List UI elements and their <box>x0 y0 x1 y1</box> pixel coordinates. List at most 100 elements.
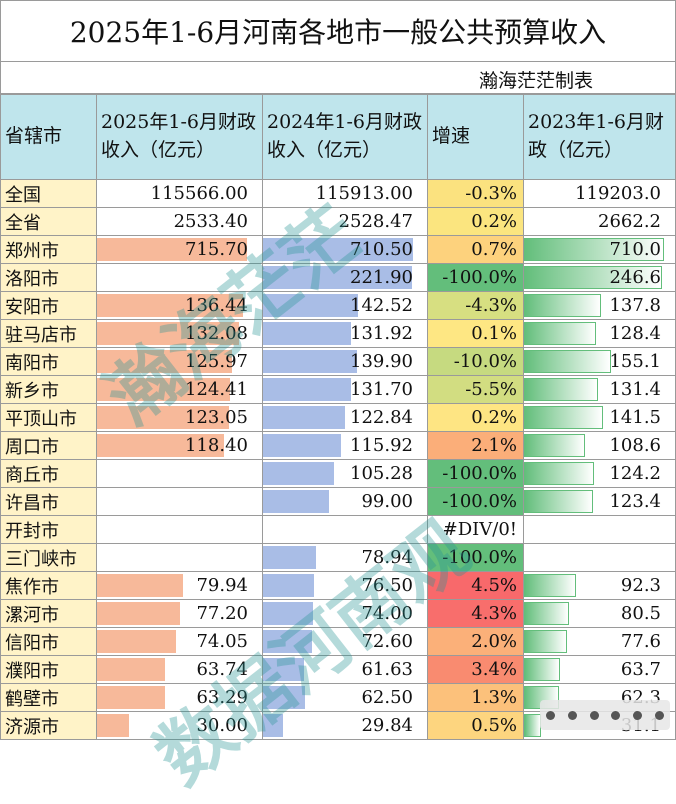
data-bar <box>524 462 594 485</box>
cell-value: 74.05 <box>196 631 248 652</box>
table-row: 安阳市 136.44 142.52 -4.3% 137.8 <box>0 291 676 320</box>
data-bar <box>97 686 165 709</box>
table-row: 周口市 118.40 115.92 2.1% 108.6 <box>0 431 676 460</box>
cell-v2024: 78.94 <box>262 543 428 572</box>
data-bar <box>263 294 358 317</box>
pager-dot-icon[interactable] <box>632 710 642 720</box>
cell-value: 0.5% <box>471 715 517 736</box>
cell-v2023: 2662.2 <box>523 207 676 236</box>
data-bar <box>263 350 357 373</box>
cell-v2024: 131.70 <box>262 375 428 404</box>
cell-value: 80.5 <box>620 603 661 624</box>
cell-v2025 <box>96 543 263 572</box>
author-label: 瀚海茫茫制表 <box>479 70 594 92</box>
cell-value: 115913.00 <box>315 183 413 204</box>
cell-city-name: 焦作市 <box>0 571 97 600</box>
cell-value: 142.52 <box>350 295 413 316</box>
cell-v2025: 30.00 <box>96 711 263 740</box>
data-bar <box>524 574 576 597</box>
cell-city-name: 济源市 <box>0 711 97 740</box>
cell-city-name: 全国 <box>0 179 97 208</box>
table-body: 全国 115566.00 115913.00 -0.3% 119203.0 全省 2533.… <box>0 179 676 740</box>
data-bar <box>524 294 601 317</box>
data-bar <box>524 322 596 345</box>
cell-value: 105.28 <box>350 463 413 484</box>
cell-v2025: 125.97 <box>96 347 263 376</box>
cell-value: 246.6 <box>609 267 661 288</box>
cell-value: 0.2% <box>471 407 517 428</box>
data-bar <box>263 546 316 569</box>
table-row: 新乡市 124.41 131.70 -5.5% 131.4 <box>0 375 676 404</box>
pager-dot-icon[interactable] <box>611 710 621 720</box>
data-bar <box>263 630 312 653</box>
cell-v2025: 124.41 <box>96 375 263 404</box>
cell-value: 124.2 <box>609 463 661 484</box>
data-bar <box>524 350 611 373</box>
cell-value: 99.00 <box>361 491 413 512</box>
data-bar <box>263 434 341 457</box>
cell-value: 2662.2 <box>598 211 661 232</box>
pager-dot-icon[interactable] <box>589 710 599 720</box>
cell-v2023: 119203.0 <box>523 179 676 208</box>
cell-growth: 0.7% <box>427 235 524 264</box>
header-growth: 增速 <box>427 94 524 180</box>
data-bar <box>263 462 334 485</box>
data-bar <box>97 406 229 429</box>
cell-value: 78.94 <box>361 547 413 568</box>
cell-v2024: 99.00 <box>262 487 428 516</box>
cell-v2025: 715.70 <box>96 235 263 264</box>
revenue-table: 省辖市 2025年1-6月财政收入（亿元） 2024年1-6月财政收入（亿元） … <box>0 94 676 740</box>
pager-dot-icon[interactable] <box>567 710 577 720</box>
table-row: 三门峡市 78.94 -100.0% <box>0 543 676 572</box>
data-bar <box>263 602 313 625</box>
table-row: 平顶山市 123.05 122.84 0.2% 141.5 <box>0 403 676 432</box>
data-bar <box>97 378 230 401</box>
cell-v2025 <box>96 515 263 544</box>
cell-value: 123.4 <box>609 491 661 512</box>
data-bar <box>524 378 598 401</box>
data-bar <box>263 686 305 709</box>
cell-value: 2528.47 <box>338 211 413 232</box>
pager-dot-icon[interactable] <box>546 710 556 720</box>
cell-value: 108.6 <box>609 435 661 456</box>
data-bar <box>263 406 345 429</box>
cell-v2023: 63.7 <box>523 655 676 684</box>
header-2023: 2023年1-6月财政（亿元） <box>523 94 676 180</box>
data-bar <box>97 294 243 317</box>
cell-value: 3.4% <box>471 659 517 680</box>
pager-dot-icon[interactable] <box>654 710 664 720</box>
cell-growth: 0.2% <box>427 207 524 236</box>
cell-v2024: 72.60 <box>262 627 428 656</box>
cell-v2025: 123.05 <box>96 403 263 432</box>
cell-value: 63.74 <box>196 659 248 680</box>
data-bar <box>524 238 664 261</box>
header-city: 省辖市 <box>0 94 97 180</box>
image-pager-control[interactable] <box>540 700 670 730</box>
cell-v2023: 141.5 <box>523 403 676 432</box>
cell-growth: 0.2% <box>427 403 524 432</box>
cell-growth: -0.3% <box>427 179 524 208</box>
cell-v2025: 2533.40 <box>96 207 263 236</box>
cell-v2025: 79.94 <box>96 571 263 600</box>
cell-v2023: 123.4 <box>523 487 676 516</box>
cell-v2024: 139.90 <box>262 347 428 376</box>
cell-value: 123.05 <box>185 407 248 428</box>
data-bar <box>97 322 239 345</box>
cell-value: 0.2% <box>471 211 517 232</box>
cell-city-name: 平顶山市 <box>0 403 97 432</box>
cell-growth: 2.0% <box>427 627 524 656</box>
cell-v2025: 118.40 <box>96 431 263 460</box>
cell-growth: -5.5% <box>427 375 524 404</box>
cell-value: 30.00 <box>196 715 248 736</box>
table-row: 濮阳市 63.74 61.63 3.4% 63.7 <box>0 655 676 684</box>
data-bar <box>97 434 224 457</box>
data-bar <box>263 574 314 597</box>
cell-growth: 0.1% <box>427 319 524 348</box>
cell-value: 137.8 <box>609 295 661 316</box>
cell-value: 115.92 <box>350 435 413 456</box>
cell-growth: 1.3% <box>427 683 524 712</box>
cell-value: #DIV/0! <box>442 519 517 540</box>
cell-value: 62.50 <box>361 687 413 708</box>
cell-value: -100.0% <box>442 463 517 484</box>
cell-growth: 0.5% <box>427 711 524 740</box>
